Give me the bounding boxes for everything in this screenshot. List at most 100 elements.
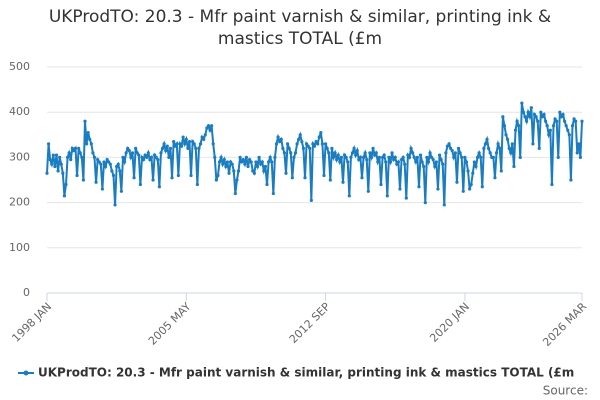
point xyxy=(99,162,103,166)
point xyxy=(355,149,359,153)
point xyxy=(172,139,176,144)
point xyxy=(243,162,247,166)
point xyxy=(206,124,211,128)
point xyxy=(78,151,82,155)
point xyxy=(320,142,325,146)
point xyxy=(127,149,131,153)
point xyxy=(377,155,381,159)
point xyxy=(518,155,522,159)
point xyxy=(361,155,366,159)
point xyxy=(417,185,421,189)
point xyxy=(124,151,128,155)
point xyxy=(388,160,393,164)
point xyxy=(441,162,445,166)
point xyxy=(48,158,52,162)
point xyxy=(384,160,388,164)
point xyxy=(273,155,277,159)
point xyxy=(423,201,427,205)
point xyxy=(442,203,446,207)
point xyxy=(89,142,93,146)
point xyxy=(278,139,282,144)
point xyxy=(222,158,226,162)
point xyxy=(528,115,532,119)
point xyxy=(317,135,321,139)
point xyxy=(319,130,323,135)
point xyxy=(70,146,74,150)
point xyxy=(97,160,101,164)
point xyxy=(521,110,526,114)
point xyxy=(330,146,334,150)
point xyxy=(380,155,385,159)
point xyxy=(350,151,355,155)
point xyxy=(525,119,529,123)
point xyxy=(434,160,438,164)
point xyxy=(415,155,419,159)
point xyxy=(379,182,383,187)
point xyxy=(393,155,397,159)
point xyxy=(61,171,65,175)
point xyxy=(192,142,196,146)
point xyxy=(314,139,318,144)
point xyxy=(357,158,361,162)
point xyxy=(292,155,296,159)
point xyxy=(285,142,290,146)
point xyxy=(167,155,171,159)
point xyxy=(575,151,579,155)
point xyxy=(479,155,483,159)
point xyxy=(547,133,551,137)
point xyxy=(422,164,426,169)
point xyxy=(210,124,214,128)
point xyxy=(398,187,402,191)
point xyxy=(80,155,84,159)
point xyxy=(116,162,120,166)
point xyxy=(58,155,62,159)
point xyxy=(306,144,310,148)
point xyxy=(487,146,491,150)
point xyxy=(262,169,266,173)
point xyxy=(287,146,291,150)
point xyxy=(103,164,108,169)
point xyxy=(513,128,518,132)
point xyxy=(148,158,152,162)
point xyxy=(145,155,149,159)
point xyxy=(160,146,165,150)
point xyxy=(266,160,271,164)
point xyxy=(156,158,160,162)
y-tick-label: 0 xyxy=(23,286,30,299)
point xyxy=(265,182,269,187)
point xyxy=(517,124,521,128)
point xyxy=(395,162,399,166)
point xyxy=(509,151,513,155)
point xyxy=(107,160,111,164)
point xyxy=(227,171,231,175)
point xyxy=(224,164,228,169)
point xyxy=(157,185,161,189)
point xyxy=(472,160,476,164)
point xyxy=(279,137,283,141)
point xyxy=(122,160,127,164)
point xyxy=(173,144,177,148)
point xyxy=(219,155,223,159)
point xyxy=(281,146,285,150)
point xyxy=(539,110,543,114)
point xyxy=(455,180,459,184)
point xyxy=(62,194,67,198)
point xyxy=(456,146,461,150)
point xyxy=(312,144,317,148)
point xyxy=(176,173,180,178)
point xyxy=(567,133,571,137)
point xyxy=(94,180,98,184)
y-tick-label: 400 xyxy=(9,105,30,118)
point xyxy=(276,135,280,139)
point xyxy=(447,142,451,146)
point xyxy=(54,153,59,157)
point xyxy=(335,158,339,162)
point xyxy=(507,146,511,150)
point xyxy=(96,158,100,162)
point xyxy=(135,151,139,155)
point xyxy=(138,182,142,187)
point xyxy=(426,160,431,164)
point xyxy=(308,146,312,150)
point xyxy=(110,169,114,173)
